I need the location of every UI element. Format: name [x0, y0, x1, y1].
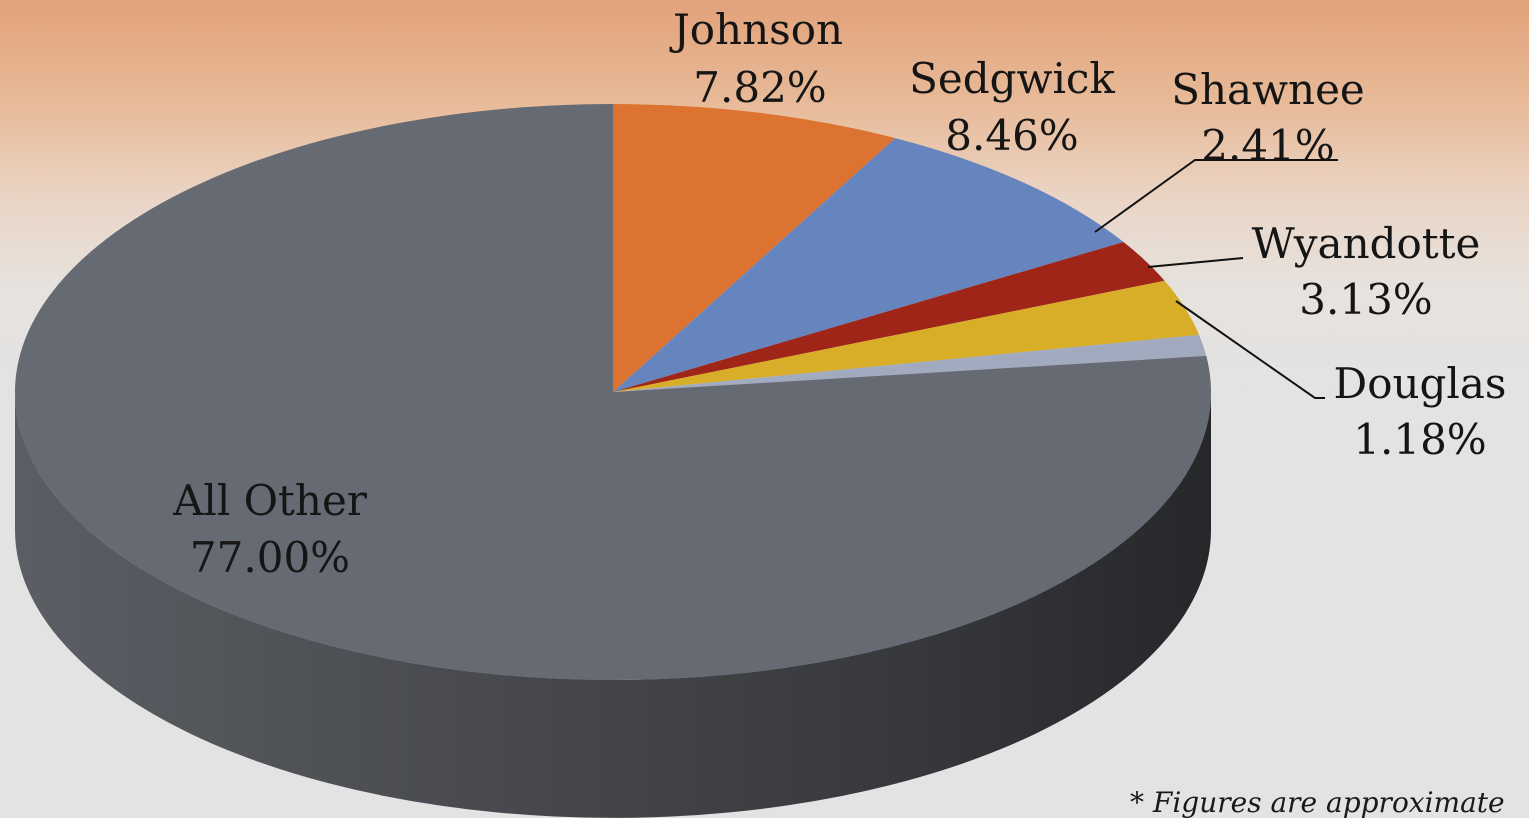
shawnee-leader-line	[1094, 159, 1338, 233]
label-johnson-name: Johnson	[669, 5, 843, 54]
pie-slice-all-other	[14, 104, 1211, 681]
pie-slice-douglas	[613, 334, 1207, 392]
pie-slice-johnson	[613, 104, 896, 392]
slice-labels: Johnson 7.82% Sedgwick 8.46% Shawnee 2.4…	[172, 5, 1506, 582]
label-wyandotte-value: 3.13%	[1299, 275, 1432, 324]
douglas-leader-line	[1175, 300, 1325, 399]
label-all-other-name: All Other	[172, 476, 368, 525]
leader-lines	[1094, 159, 1338, 399]
pie-slice-wyandotte	[613, 280, 1200, 392]
label-sedgwick-name: Sedgwick	[909, 54, 1115, 103]
label-douglas-name: Douglas	[1334, 359, 1507, 408]
pie-slice-shawnee	[613, 241, 1165, 392]
label-shawnee-name: Shawnee	[1171, 65, 1365, 114]
label-wyandotte-name: Wyandotte	[1252, 219, 1481, 268]
label-sedgwick-value: 8.46%	[945, 111, 1078, 160]
pie-slice-sedgwick	[613, 138, 1124, 392]
label-shawnee-value: 2.41%	[1201, 121, 1334, 170]
footnote: * Figures are approximate	[1130, 786, 1505, 818]
pie-side-layer	[15, 392, 1211, 818]
pie-top-layer	[14, 104, 1211, 681]
label-douglas-value: 1.18%	[1353, 415, 1486, 464]
label-johnson-value: 7.82%	[693, 63, 826, 112]
label-all-other-value: 77.00%	[190, 533, 350, 582]
pie-side-wall	[15, 392, 1211, 818]
wyandotte-leader-line	[1147, 257, 1244, 268]
